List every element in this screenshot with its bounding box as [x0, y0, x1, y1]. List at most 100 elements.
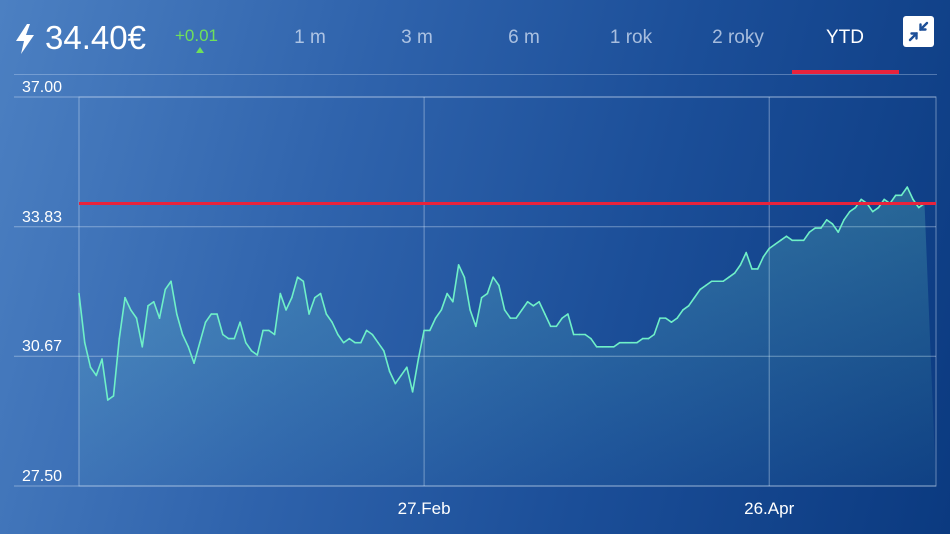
data-point: [503, 309, 506, 311]
data-point: [429, 329, 431, 332]
data-point: [498, 284, 500, 287]
data-point: [676, 317, 678, 319]
top-bar: 34.40€ +0.01 1 m 3 m 6 m 1 rok 2 roky YT…: [0, 0, 950, 75]
data-point: [567, 313, 569, 315]
tab-1m[interactable]: 1 m: [294, 27, 326, 48]
data-point: [670, 321, 673, 324]
data-point: [894, 194, 897, 197]
collapse-arrows-icon: [908, 21, 929, 42]
data-point: [526, 300, 529, 303]
data-point: [722, 280, 724, 283]
data-point: [687, 305, 690, 307]
data-point: [515, 317, 517, 319]
data-point: [198, 341, 201, 344]
data-point: [337, 333, 339, 336]
data-point: [152, 300, 155, 303]
data-point: [308, 313, 310, 315]
data-point: [89, 366, 92, 369]
data-point: [532, 305, 535, 307]
x-tick-label: 26.Apr: [744, 499, 794, 518]
data-point: [135, 317, 138, 319]
data-point: [843, 219, 845, 221]
y-tick-label: 30.67: [22, 338, 62, 355]
data-point: [555, 325, 558, 328]
collapse-button[interactable]: [903, 16, 934, 47]
data-point: [296, 276, 299, 278]
data-point: [912, 198, 914, 201]
data-point: [118, 337, 121, 340]
data-point: [538, 300, 540, 303]
data-point: [549, 325, 552, 328]
data-point: [641, 337, 644, 340]
data-point: [682, 309, 684, 311]
data-point: [463, 276, 466, 278]
data-point: [590, 337, 592, 340]
data-point: [578, 333, 581, 336]
data-point: [659, 317, 661, 319]
data-point: [544, 313, 546, 315]
data-point: [262, 329, 264, 332]
data-point: [716, 280, 719, 283]
data-point: [417, 358, 420, 360]
tab-ytd[interactable]: YTD: [826, 27, 864, 48]
data-point: [348, 337, 351, 340]
data-point: [837, 231, 840, 233]
price-area-fill: [79, 187, 936, 486]
data-point: [613, 345, 615, 348]
data-point: [814, 227, 817, 229]
data-point: [636, 341, 638, 344]
data-point: [779, 239, 782, 242]
tab-2-roky[interactable]: 2 roky: [712, 27, 764, 48]
data-point: [854, 206, 857, 209]
data-point: [279, 292, 282, 295]
data-point: [411, 391, 414, 393]
data-point: [147, 305, 149, 307]
data-point: [273, 333, 276, 336]
data-point: [170, 280, 172, 283]
data-point: [808, 231, 811, 233]
data-point: [831, 223, 834, 225]
data-point: [204, 321, 207, 324]
data-point: [268, 329, 270, 332]
tab-3m[interactable]: 3 m: [401, 27, 433, 48]
data-point: [618, 341, 621, 344]
data-point: [492, 276, 494, 278]
data-point: [785, 235, 788, 238]
data-point: [486, 292, 489, 295]
active-tab-indicator: [792, 70, 899, 74]
data-point: [106, 399, 109, 401]
data-point: [710, 280, 713, 283]
data-point: [820, 227, 822, 229]
data-point: [733, 272, 736, 274]
data-point: [164, 288, 167, 291]
tab-6m[interactable]: 6 m: [508, 27, 540, 48]
tab-1-rok[interactable]: 1 rok: [609, 27, 653, 48]
data-point: [158, 317, 161, 319]
price-line: [78, 186, 925, 401]
data-point: [653, 333, 655, 336]
data-point: [601, 345, 604, 348]
data-point: [630, 341, 632, 344]
data-point: [302, 280, 305, 283]
data-point: [802, 239, 805, 242]
data-point: [452, 300, 454, 303]
data-point: [434, 317, 437, 319]
data-point: [388, 370, 391, 373]
data-point: [521, 309, 523, 311]
data-point: [647, 337, 650, 340]
data-point: [446, 292, 448, 295]
data-point: [193, 362, 195, 364]
data-point: [917, 206, 920, 209]
data-point: [906, 186, 909, 188]
data-point: [423, 329, 425, 332]
data-point: [256, 354, 259, 356]
data-point: [797, 239, 799, 242]
data-point: [245, 341, 247, 344]
header-divider: [14, 74, 937, 75]
data-point: [440, 309, 443, 311]
data-point: [360, 341, 362, 344]
data-point: [595, 345, 598, 348]
data-point: [825, 219, 828, 221]
data-point: [745, 251, 747, 254]
data-point: [383, 350, 385, 352]
